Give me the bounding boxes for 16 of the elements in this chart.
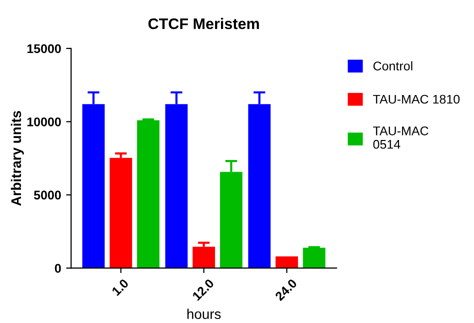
y-tick-label: 15000 [27, 44, 61, 54]
y-tick-label: 5000 [34, 190, 61, 200]
y-axis-title: Arbitrary units [10, 110, 24, 206]
chart-title: CTCF Meristem [148, 18, 259, 30]
y-tick-label: 10000 [27, 117, 61, 126]
y-tick-label: 0 [54, 264, 61, 273]
bar [110, 158, 132, 268]
bar [276, 256, 298, 268]
bar [137, 120, 160, 268]
x-tick-label: 1.0 [111, 278, 130, 296]
legend-label: Control [373, 61, 412, 70]
legend-label: TAU-MAC 1810 [373, 94, 460, 104]
x-axis-title: hours [187, 308, 221, 320]
bar [192, 246, 216, 268]
bar [302, 248, 326, 268]
legend-label: TAU-MAC 0514 [373, 126, 428, 149]
